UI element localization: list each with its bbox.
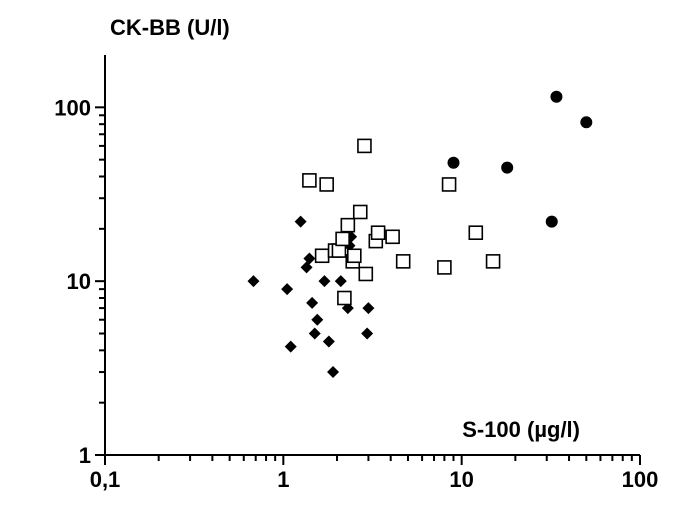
data-point-square — [320, 178, 333, 191]
data-point-square — [316, 249, 329, 262]
y-tick-label: 10 — [67, 269, 91, 294]
data-point-circle — [580, 116, 592, 128]
data-point-circle — [448, 157, 460, 169]
data-point-square — [487, 255, 500, 268]
data-point-square — [359, 267, 372, 280]
x-axis-title: S-100 (µg/l) — [462, 417, 580, 442]
x-tick-label: 10 — [449, 467, 473, 492]
data-point-square — [372, 226, 385, 239]
y-tick-label: 100 — [54, 95, 91, 120]
data-point-circle — [501, 162, 513, 174]
data-point-square — [354, 205, 367, 218]
data-point-square — [341, 219, 354, 232]
chart-svg: 0,1110100110100S-100 (µg/l)CK-BB (U/l) — [0, 0, 685, 515]
data-point-square — [469, 226, 482, 239]
data-point-square — [348, 249, 361, 262]
data-point-circle — [550, 91, 562, 103]
data-point-square — [303, 174, 316, 187]
scatter-chart: 0,1110100110100S-100 (µg/l)CK-BB (U/l) — [0, 0, 685, 515]
data-point-square — [438, 261, 451, 274]
y-axis-title: CK-BB (U/l) — [110, 15, 230, 40]
x-tick-label: 0,1 — [90, 467, 121, 492]
data-point-square — [386, 230, 399, 243]
data-point-circle — [546, 216, 558, 228]
data-point-square — [397, 255, 410, 268]
data-point-square — [358, 139, 371, 152]
x-tick-label: 100 — [622, 467, 659, 492]
data-point-square — [338, 292, 351, 305]
data-point-square — [443, 178, 456, 191]
x-tick-label: 1 — [277, 467, 289, 492]
y-tick-label: 1 — [79, 443, 91, 468]
data-point-square — [336, 232, 349, 245]
